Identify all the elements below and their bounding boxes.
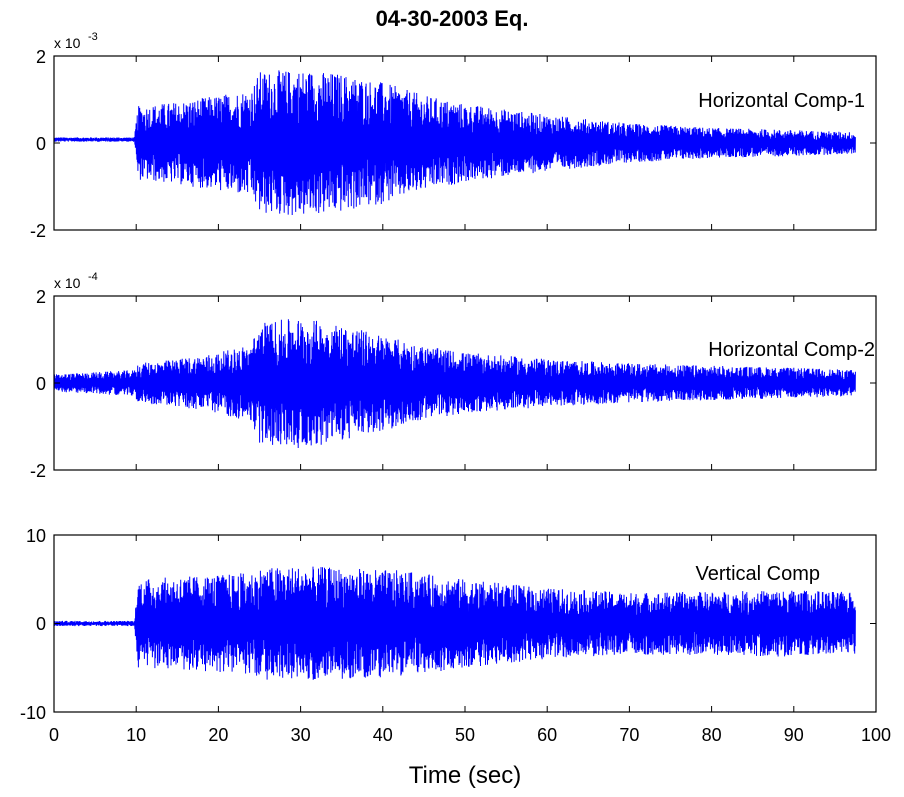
trace-horizontal-comp-2 bbox=[53, 319, 856, 449]
y-tick-label-1-bottom: -2 bbox=[30, 221, 46, 241]
x-tick-label: 20 bbox=[208, 725, 228, 745]
x-tick-label: 10 bbox=[126, 725, 146, 745]
x-tick-label: 80 bbox=[702, 725, 722, 745]
panel-horizontal-comp-2: x 10 -4 2 0 -2 Horizontal Comp-2 bbox=[30, 271, 877, 481]
trace-horizontal-comp-1 bbox=[53, 70, 856, 216]
chart-title: 04-30-2003 Eq. bbox=[376, 6, 529, 31]
y-tick-label-2-bottom: -2 bbox=[30, 461, 46, 481]
x-tick-label: 60 bbox=[537, 725, 557, 745]
x-tick-label: 0 bbox=[49, 725, 59, 745]
y-tick-label-2-top: 2 bbox=[36, 287, 46, 307]
x-axis-ticks bbox=[53, 56, 877, 712]
y-exponent-base-2: x 10 bbox=[54, 275, 81, 291]
waveform-line-1 bbox=[53, 70, 856, 216]
x-axis-label: Time (sec) bbox=[409, 762, 521, 789]
y-tick-label-1-zero: 0 bbox=[36, 134, 46, 154]
x-axis-tick-labels: 0 10 20 30 40 50 60 70 80 90 100 bbox=[49, 725, 891, 745]
y-tick-label-1-top: 2 bbox=[36, 47, 46, 67]
y-exponent-sup-2: -4 bbox=[88, 271, 98, 283]
trace-vertical-comp bbox=[53, 566, 856, 680]
panel-label-horizontal-comp-1: Horizontal Comp-1 bbox=[698, 90, 865, 112]
panel-label-vertical-comp: Vertical Comp bbox=[696, 563, 821, 585]
waveform-line-3 bbox=[53, 566, 856, 680]
y-tick-label-3-zero: 0 bbox=[36, 614, 46, 634]
x-tick-label: 70 bbox=[619, 725, 639, 745]
waveform-line-2 bbox=[53, 319, 856, 449]
panel-label-horizontal-comp-2: Horizontal Comp-2 bbox=[708, 339, 875, 361]
x-tick-label: 90 bbox=[784, 725, 804, 745]
y-exponent-base-1: x 10 bbox=[54, 35, 81, 51]
x-tick-label: 100 bbox=[861, 725, 891, 745]
x-tick-label: 50 bbox=[455, 725, 475, 745]
x-tick-label: 30 bbox=[291, 725, 311, 745]
x-tick-label: 40 bbox=[373, 725, 393, 745]
y-tick-label-3-bottom: -10 bbox=[20, 703, 46, 723]
y-tick-label-2-zero: 0 bbox=[36, 374, 46, 394]
y-exponent-sup-1: -3 bbox=[88, 31, 98, 43]
y-tick-label-3-top: 10 bbox=[26, 526, 46, 546]
